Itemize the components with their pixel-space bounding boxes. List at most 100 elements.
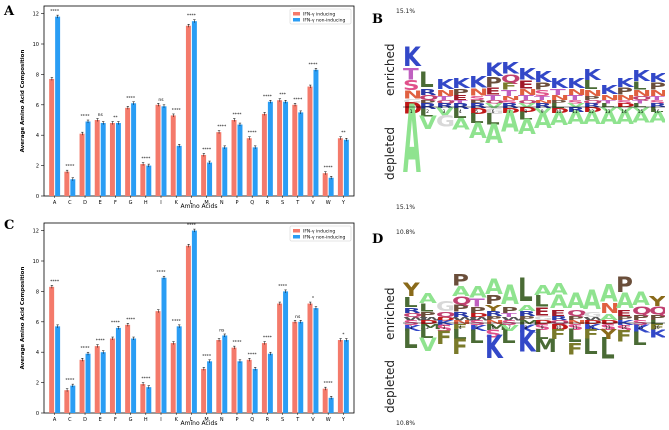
logo-letter: L	[648, 319, 664, 326]
logo-letter: A	[632, 107, 651, 127]
bar-inducing-L	[185, 25, 191, 197]
bar-inducing-F	[109, 338, 115, 413]
bottom-percent-d: 10.8%	[396, 420, 416, 427]
logo-letter: A	[468, 282, 487, 302]
bar-non-inducing-L	[191, 230, 197, 413]
logo-letter: M	[517, 318, 541, 327]
bar-non-inducing-D	[85, 353, 91, 413]
bar-inducing-A	[49, 286, 55, 413]
logo-letter: S	[534, 88, 551, 98]
logo-letter: D	[435, 316, 455, 322]
panel-label-b: B	[372, 12, 383, 27]
logo-letter: N	[632, 88, 652, 98]
logo-letter: L	[632, 79, 647, 93]
logo-letter: Q	[501, 72, 521, 86]
x-tick-label: E	[99, 417, 102, 423]
logo-letter: R	[403, 306, 421, 315]
y-tick-label: 4	[36, 350, 39, 356]
bar-inducing-S	[277, 100, 283, 196]
position-label: 6	[492, 109, 495, 115]
bar-non-inducing-N	[222, 147, 228, 196]
bar-non-inducing-H	[146, 387, 152, 413]
top-percent-d: 10.8%	[396, 229, 416, 236]
position-axis-b: 1 2 3 4 5 6 7 8 9 10 11 12 13 14 15 16	[403, 106, 665, 115]
significance-label: ***	[279, 92, 287, 98]
logo-letter: F	[648, 322, 665, 332]
logo-letter: K	[468, 72, 487, 92]
significance-label: ****	[65, 164, 75, 170]
logo-letter: K	[566, 75, 585, 92]
position-label: 1	[410, 109, 413, 115]
logo-letter: A	[550, 290, 569, 313]
bar-inducing-G	[125, 324, 131, 413]
logo-letter: N	[599, 300, 619, 317]
bar-inducing-W	[322, 173, 328, 196]
plot-frame	[43, 222, 355, 414]
logo-letter: N	[566, 319, 587, 326]
logo-letter: R	[419, 101, 438, 111]
position-label: 7	[508, 109, 511, 115]
logo-letter: S	[484, 327, 502, 341]
logo-letter: L	[632, 102, 647, 109]
logo-letter: F	[435, 326, 452, 349]
significance-label: ns	[295, 315, 301, 320]
logo-letter: E	[452, 93, 468, 102]
logo-letter: Y	[403, 278, 420, 301]
logo-letter: Q	[649, 305, 665, 316]
bar-non-inducing-E	[100, 123, 106, 196]
bar-inducing-Y	[337, 138, 343, 196]
logo-letter: K	[550, 75, 569, 92]
logo-letter: A	[452, 114, 470, 134]
logo-letter: P	[484, 292, 502, 308]
logo-letter: P	[484, 315, 502, 322]
logo-letter: A	[566, 287, 585, 314]
bar-inducing-I	[155, 311, 161, 413]
logo-letter: D	[583, 105, 603, 114]
x-tick-label: D	[83, 200, 87, 206]
y-tick-label: 6	[36, 103, 39, 109]
logo-letter: D	[517, 105, 537, 114]
logo-letter: D	[419, 319, 439, 326]
logo-letter: K	[632, 322, 651, 336]
bar-non-inducing-P	[237, 361, 243, 413]
logo-letter: P	[484, 74, 502, 91]
logo-letter: N	[452, 319, 472, 326]
logo-letter: A	[484, 117, 503, 150]
bar-inducing-Q	[246, 359, 252, 413]
logo-letter: T	[632, 99, 648, 105]
x-tick-label: L	[190, 200, 193, 206]
logo-letter: R	[534, 101, 552, 110]
logo-letter: P	[419, 99, 437, 105]
bar-non-inducing-M	[207, 361, 213, 413]
y-tick-label: 12	[33, 229, 39, 235]
position-label: 2	[426, 109, 429, 115]
logo-letter: A	[468, 117, 487, 144]
bottom-percent-b: 15.1%	[396, 204, 416, 211]
logo-letter: A	[566, 106, 585, 129]
logo-letter: L	[566, 324, 582, 347]
bar-non-inducing-S	[283, 101, 289, 196]
logo-letter: R	[484, 309, 503, 318]
position-label: 12	[588, 325, 594, 331]
x-tick-label: M	[204, 200, 208, 206]
significance-label: ****	[202, 147, 212, 153]
logo-letter: D	[583, 319, 603, 326]
logo-letter: S	[501, 318, 518, 327]
significance-label: **	[341, 130, 346, 136]
logo-letter: R	[435, 101, 454, 110]
logo-letter: V	[566, 102, 585, 109]
logo-letter: Y	[648, 293, 665, 310]
significance-label: ****	[263, 94, 273, 100]
depleted-label-d: depleted	[383, 359, 397, 413]
logo-letter: P	[583, 95, 601, 102]
bar-non-inducing-G	[131, 103, 137, 196]
logo-letter: T	[452, 99, 468, 105]
logo-letter: G	[435, 111, 455, 131]
bar-inducing-C	[64, 390, 70, 413]
bar-inducing-F	[109, 123, 115, 196]
logo-letter: G	[583, 310, 603, 319]
logo-letter: Q	[403, 312, 423, 319]
logo-letter: A	[599, 106, 618, 129]
